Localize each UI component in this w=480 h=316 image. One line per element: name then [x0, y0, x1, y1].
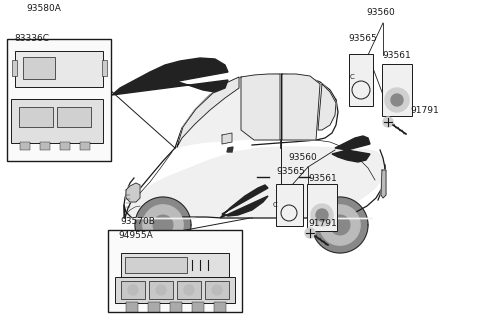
Text: C: C: [349, 74, 354, 80]
FancyBboxPatch shape: [149, 281, 173, 299]
FancyBboxPatch shape: [57, 107, 91, 127]
Circle shape: [184, 285, 194, 295]
Circle shape: [156, 285, 166, 295]
Text: 93565: 93565: [348, 34, 377, 43]
Polygon shape: [153, 215, 173, 235]
Text: 93560: 93560: [366, 8, 395, 17]
FancyBboxPatch shape: [121, 281, 145, 299]
FancyBboxPatch shape: [382, 64, 412, 116]
Polygon shape: [320, 205, 360, 245]
FancyBboxPatch shape: [60, 142, 70, 150]
Polygon shape: [177, 77, 239, 147]
Text: C: C: [273, 202, 277, 208]
FancyBboxPatch shape: [148, 302, 160, 312]
FancyBboxPatch shape: [40, 142, 50, 150]
FancyBboxPatch shape: [7, 39, 111, 161]
Polygon shape: [332, 136, 370, 162]
Text: 93560: 93560: [288, 153, 317, 162]
FancyBboxPatch shape: [15, 51, 103, 87]
FancyBboxPatch shape: [121, 253, 229, 277]
FancyBboxPatch shape: [11, 99, 103, 143]
FancyBboxPatch shape: [214, 302, 226, 312]
Polygon shape: [381, 170, 386, 198]
FancyBboxPatch shape: [108, 230, 242, 312]
FancyBboxPatch shape: [205, 281, 229, 299]
Text: 93580A: 93580A: [26, 4, 61, 13]
Polygon shape: [220, 185, 268, 218]
FancyBboxPatch shape: [115, 277, 235, 303]
FancyBboxPatch shape: [170, 302, 182, 312]
FancyBboxPatch shape: [23, 57, 55, 79]
FancyBboxPatch shape: [80, 142, 90, 150]
Circle shape: [385, 88, 409, 112]
FancyBboxPatch shape: [307, 184, 337, 231]
Text: 83336C: 83336C: [14, 34, 49, 43]
FancyBboxPatch shape: [12, 60, 17, 76]
Circle shape: [128, 285, 138, 295]
Polygon shape: [330, 215, 350, 235]
FancyBboxPatch shape: [19, 107, 53, 127]
Text: 93561: 93561: [308, 174, 337, 183]
Circle shape: [212, 285, 222, 295]
Text: 93561: 93561: [382, 51, 411, 60]
FancyBboxPatch shape: [177, 281, 201, 299]
Text: 93570B: 93570B: [120, 217, 155, 226]
Polygon shape: [143, 205, 183, 245]
Polygon shape: [222, 133, 232, 144]
Circle shape: [311, 204, 333, 226]
Text: 94955A: 94955A: [118, 231, 153, 240]
Polygon shape: [126, 183, 140, 202]
Circle shape: [391, 94, 403, 106]
Circle shape: [305, 228, 315, 238]
Polygon shape: [227, 147, 233, 152]
FancyBboxPatch shape: [126, 302, 138, 312]
Polygon shape: [175, 75, 338, 148]
Polygon shape: [124, 147, 385, 218]
Text: 91791: 91791: [308, 219, 337, 228]
Polygon shape: [112, 58, 228, 95]
FancyBboxPatch shape: [276, 184, 303, 226]
FancyBboxPatch shape: [349, 54, 373, 106]
Polygon shape: [318, 84, 336, 130]
Polygon shape: [135, 197, 191, 253]
FancyBboxPatch shape: [102, 60, 107, 76]
Circle shape: [316, 209, 328, 221]
Circle shape: [383, 117, 393, 127]
Polygon shape: [312, 197, 368, 253]
Text: 93565: 93565: [276, 167, 305, 176]
FancyBboxPatch shape: [20, 142, 30, 150]
FancyBboxPatch shape: [192, 302, 204, 312]
FancyBboxPatch shape: [125, 257, 187, 273]
Polygon shape: [241, 74, 280, 140]
Text: 91791: 91791: [410, 106, 439, 115]
Polygon shape: [282, 74, 320, 140]
